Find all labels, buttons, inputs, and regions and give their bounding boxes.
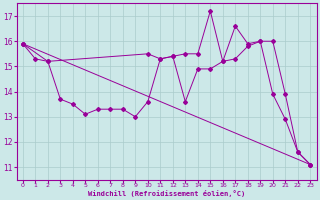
- X-axis label: Windchill (Refroidissement éolien,°C): Windchill (Refroidissement éolien,°C): [88, 190, 245, 197]
